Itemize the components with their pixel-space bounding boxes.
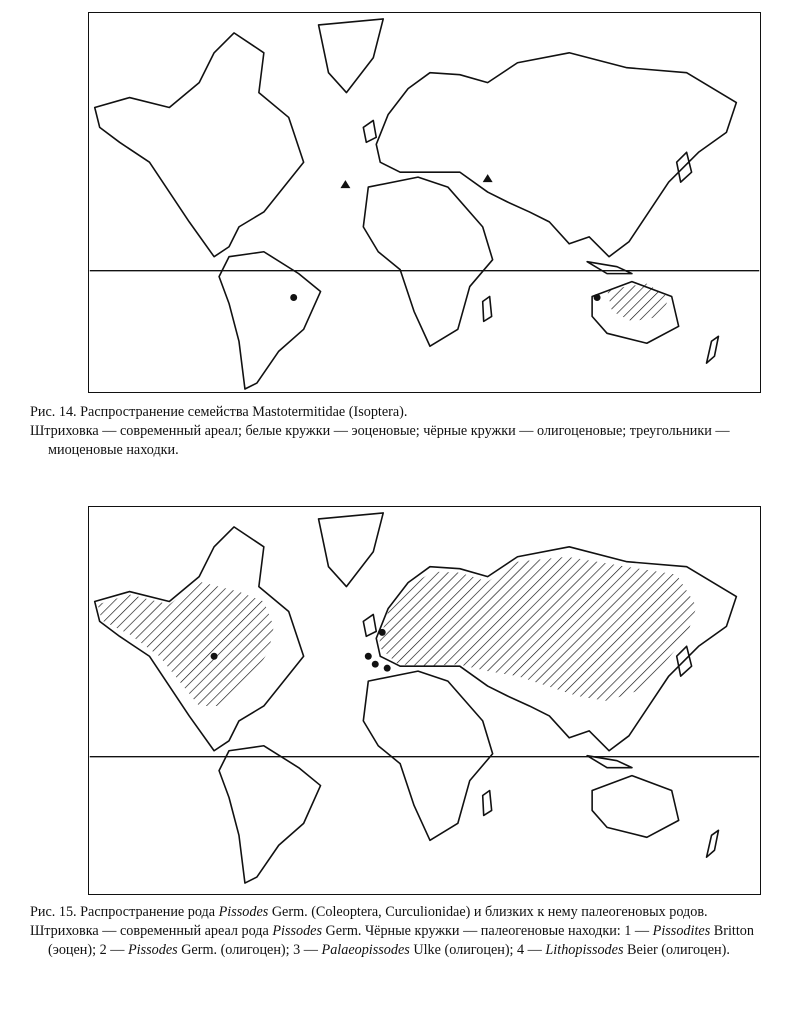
figure-15-caption: Рис. 15. Распространение рода Pissodes G… — [30, 903, 775, 960]
continent-outlines — [93, 18, 738, 390]
paleogene-find-1 — [378, 628, 386, 636]
genus-name: Pissodites — [652, 923, 711, 939]
caption-text: Britton (эоцен); 2 — — [48, 923, 754, 958]
genus-name: Pissodes — [218, 904, 269, 920]
figure-14-caption: Рис. 14. Распространение семейства Masto… — [30, 403, 775, 460]
figure-15-title: Рис. 15. Распространение рода Pissodes G… — [30, 903, 775, 922]
genus-name: Pissodes — [127, 942, 178, 958]
map-figure-15 — [88, 506, 761, 895]
paleogene-find-2 — [364, 652, 372, 660]
modern-range-hatching-north-america — [97, 581, 274, 706]
figure-14-legend: Штриховка — современный ареал; белые кру… — [30, 423, 730, 458]
caption-text: Germ. Чёрные кружки — палеогеновые наход… — [322, 923, 653, 939]
world-map-mastotermitidae — [89, 18, 760, 390]
modern-range-hatching — [607, 283, 669, 322]
caption-text: Beier (олигоцен). — [623, 942, 730, 958]
genus-name: Palaeopissodes — [321, 942, 410, 958]
figure-14-title: Рис. 14. Распространение семейства Masto… — [30, 404, 408, 420]
caption-text: Germ. (олигоцен); 3 — — [177, 942, 322, 958]
caption-text: Germ. (Coleoptera, Curculionidae) и близ… — [268, 904, 708, 920]
miocene-find-triangle — [482, 174, 493, 183]
paleogene-find-north-america — [210, 652, 218, 660]
map-figure-14 — [88, 12, 761, 393]
caption-text: Рис. 15. Распространение рода — [30, 904, 219, 920]
miocene-find-triangle — [340, 180, 351, 189]
genus-name: Lithopissodes — [545, 942, 624, 958]
continent-outlines — [93, 512, 738, 884]
world-map-pissodes — [89, 512, 760, 884]
paleogene-find-4 — [383, 664, 391, 672]
caption-text: Ulke (олигоцен); 4 — — [409, 942, 546, 958]
oligocene-find-brazil — [290, 294, 298, 301]
oligocene-find-australia — [593, 294, 601, 301]
genus-name: Pissodes — [272, 923, 322, 939]
paleogene-find-3 — [371, 660, 379, 668]
figure-15-legend: Штриховка — современный ареал рода Pisso… — [30, 922, 775, 960]
caption-text: Штриховка — современный ареал рода — [30, 923, 273, 939]
modern-range-hatching-eurasia — [378, 556, 697, 701]
